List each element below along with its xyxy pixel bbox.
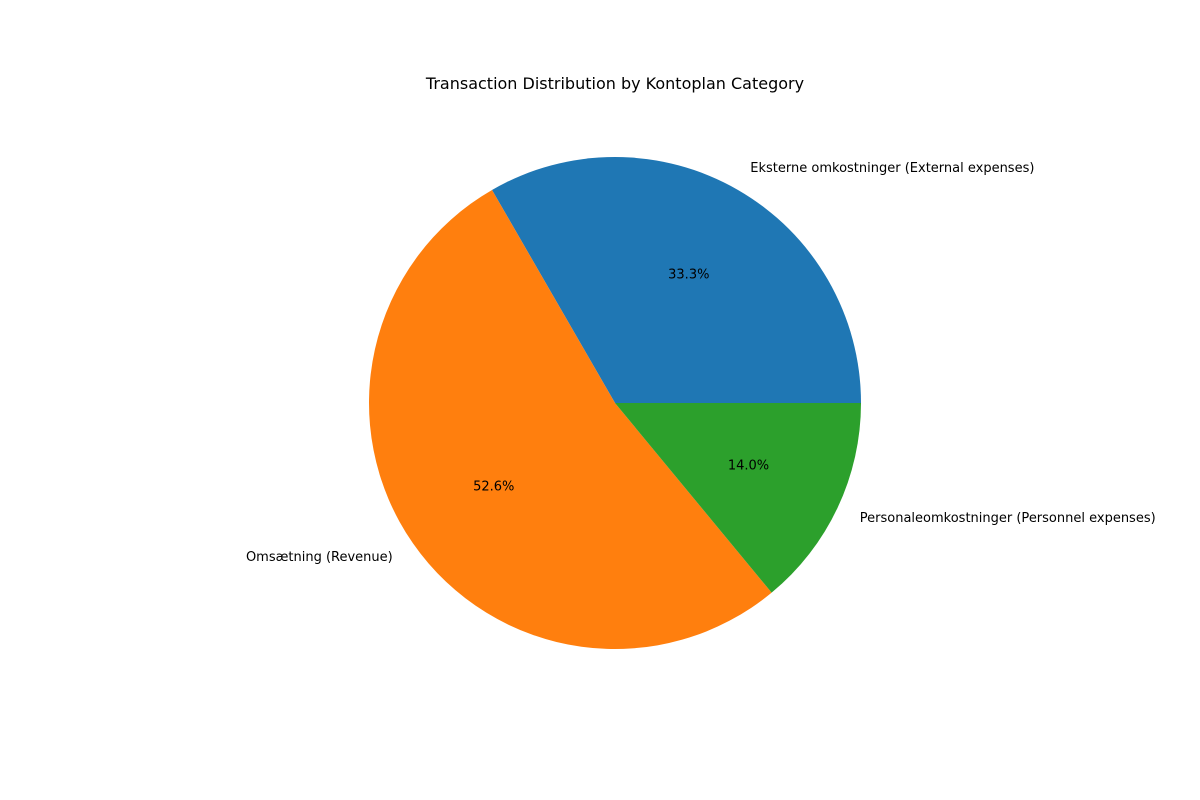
pie-slices: [369, 157, 861, 649]
pie-slice-0: [492, 157, 861, 403]
slice-percent-0: 33.3%: [668, 268, 709, 283]
slice-label-2: Personaleomkostninger (Personnel expense…: [860, 511, 1156, 526]
pie-slice-2: [615, 403, 861, 593]
pie-slice-1: [369, 189, 772, 649]
slice-percent-2: 14.0%: [728, 458, 769, 473]
pie-labels: Eksterne omkostninger (External expenses…: [246, 161, 1156, 565]
slice-label-0: Eksterne omkostninger (External expenses…: [750, 161, 1034, 176]
chart-title: Transaction Distribution by Kontoplan Ca…: [425, 74, 804, 93]
slice-label-1: Omsætning (Revenue): [246, 550, 393, 565]
slice-percent-1: 52.6%: [473, 480, 514, 495]
